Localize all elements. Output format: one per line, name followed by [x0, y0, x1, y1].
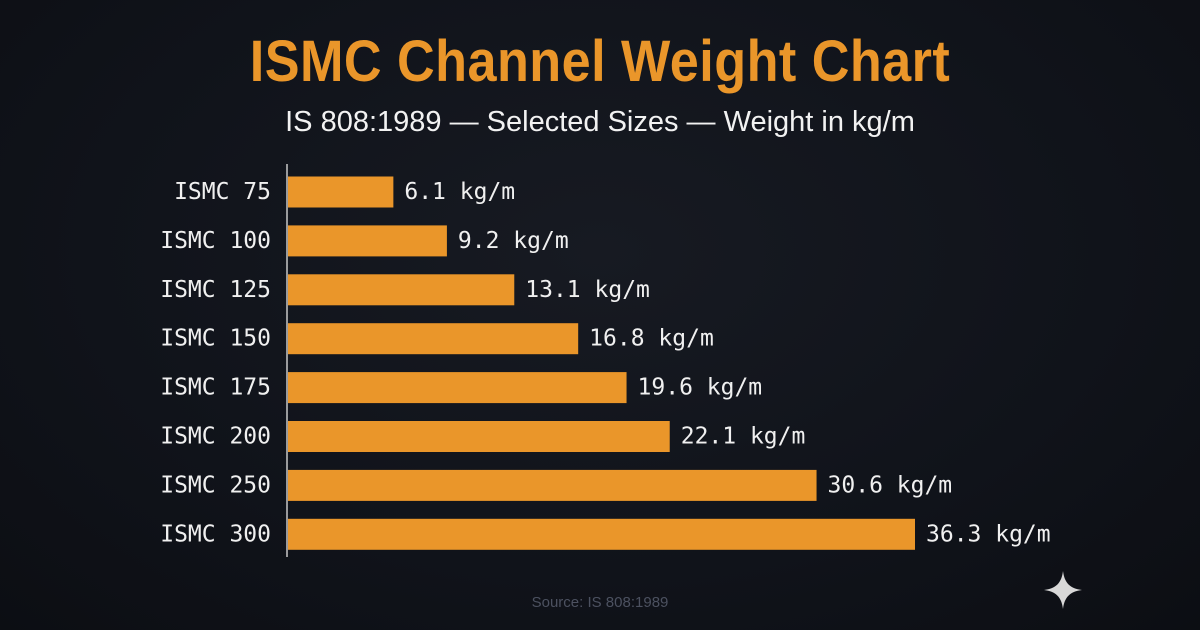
category-label: ISMC 100 [160, 228, 271, 254]
bar-ismc-125 [288, 274, 515, 306]
bar-ismc-300 [288, 518, 915, 550]
value-label: 22.1 kg/m [681, 424, 806, 450]
bar-ismc-250 [288, 469, 817, 501]
source-note: Source: IS 808:1989 [531, 594, 669, 611]
category-label: ISMC 250 [160, 472, 271, 498]
bar-ismc-100 [288, 225, 447, 257]
category-label: ISMC 300 [160, 521, 271, 547]
bar-ismc-200 [288, 421, 670, 452]
labels-layer: ISMC 75 6.1 kg/m ISMC 100 9.2 kg/m ISMC 125 1… [160, 179, 1050, 547]
category-label: ISMC 125 [160, 277, 271, 303]
chart-subtitle: IS 808:1989 — Selected Sizes — Weight in… [285, 106, 915, 138]
value-label: 36.3 kg/m [926, 521, 1051, 547]
bar-ismc-175 [288, 372, 627, 404]
value-label: 16.8 kg/m [589, 326, 714, 352]
value-label: 9.2 kg/m [458, 228, 569, 254]
value-label: 6.1 kg/m [404, 179, 515, 205]
category-label: ISMC 200 [160, 424, 271, 450]
category-label: ISMC 150 [160, 326, 271, 352]
value-label: 13.1 kg/m [525, 277, 650, 303]
bars-layer [288, 176, 915, 550]
value-label: 30.6 kg/m [828, 472, 953, 498]
bar-ismc-75 [288, 176, 394, 208]
category-label: ISMC 75 [174, 179, 271, 205]
category-label: ISMC 175 [160, 375, 271, 401]
value-label: 19.6 kg/m [638, 375, 763, 401]
sparkle-icon [1044, 571, 1082, 609]
chart-title: ISMC Channel Weight Chart [249, 29, 951, 94]
bar-ismc-150 [288, 323, 579, 355]
